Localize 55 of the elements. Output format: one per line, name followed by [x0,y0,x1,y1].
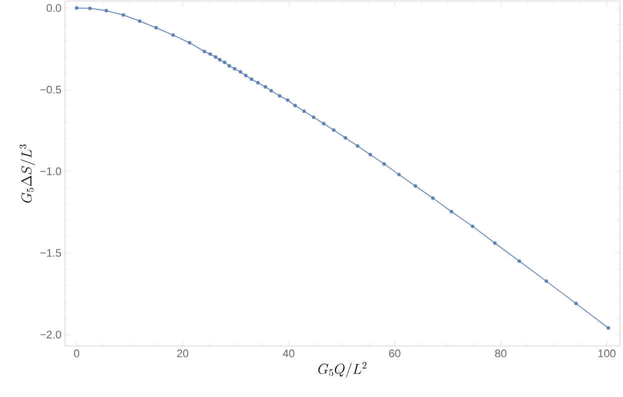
point [269,89,273,93]
point [493,241,497,245]
point [332,128,336,132]
point [382,162,386,166]
y-axis-title: $G_5\Delta S/L^3$ [20,144,35,203]
y-tick-label: 0.0 [46,4,62,12]
point [244,74,248,78]
point [278,94,282,98]
point [518,259,522,263]
point [302,109,306,113]
point [312,116,316,119]
point [202,50,206,54]
y-tick-label: −1.0 [40,167,62,176]
y-tick-label: −1.5 [40,249,62,257]
point [544,279,548,283]
y-tick-label: −2.0 [40,330,62,338]
x-tick-label: 100 [598,350,616,358]
point [104,8,108,12]
point [264,85,268,89]
x-axis-title: $G_5Q/L^2$ [318,362,366,378]
point [232,67,236,70]
point [344,136,348,140]
point [368,152,372,156]
point [293,104,297,108]
point [414,184,418,188]
y-tick-label: −0.5 [40,86,62,94]
point [122,13,126,17]
point [286,98,290,102]
point [88,6,92,10]
point [154,26,158,30]
point [397,172,401,176]
point [606,326,610,330]
point [74,6,78,10]
point [238,70,242,74]
point [574,302,578,306]
point [138,19,142,23]
point [188,41,192,45]
point [222,60,226,64]
x-tick-label: 0 [74,350,80,358]
x-tick-label: 60 [389,350,400,358]
point [218,58,222,62]
point [208,52,212,56]
x-tick-label: 40 [282,350,294,358]
x-tick-label: 20 [177,350,188,358]
point [171,33,175,37]
x-tick-label: 80 [495,350,506,358]
point [450,210,454,214]
point [214,55,218,59]
point [356,144,360,148]
point [470,224,474,228]
point [250,77,254,81]
point [322,122,326,126]
point [256,81,260,85]
point [431,196,435,200]
point [228,64,232,68]
